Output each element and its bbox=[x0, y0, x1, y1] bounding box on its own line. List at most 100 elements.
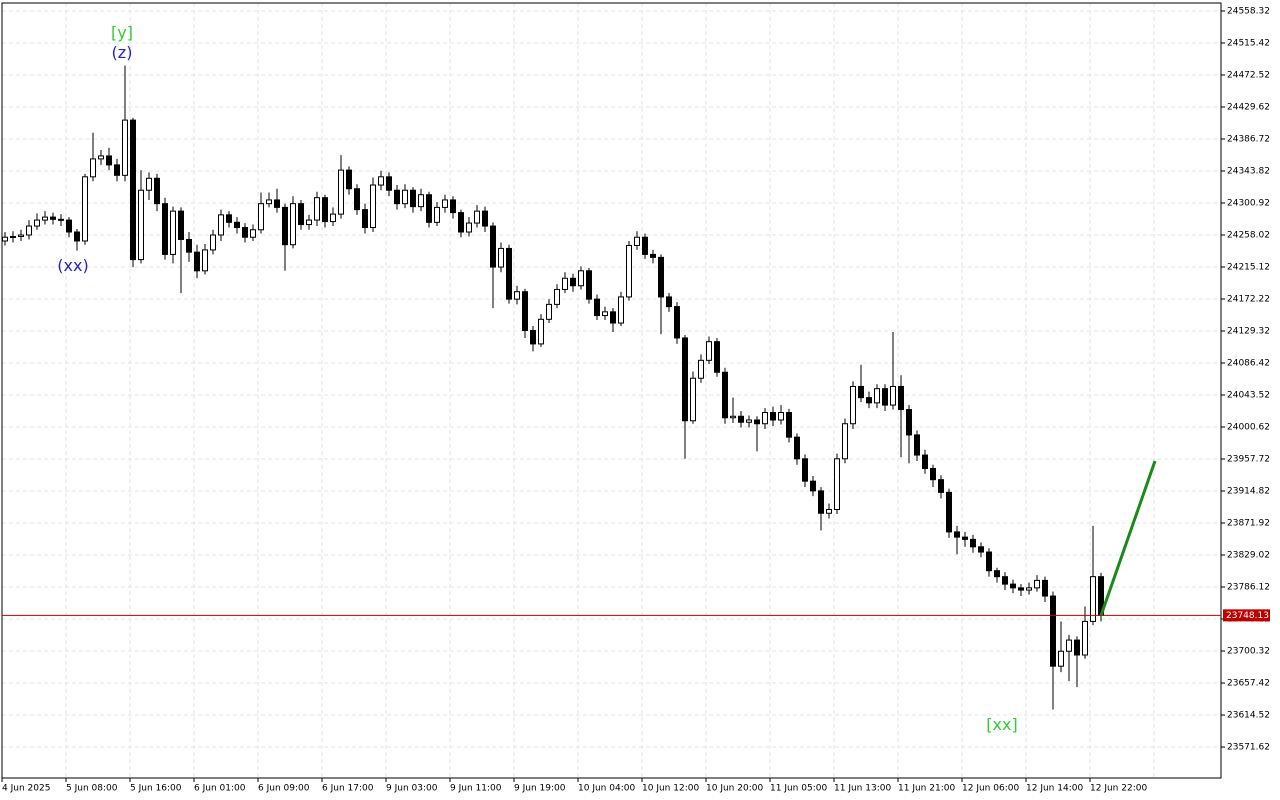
bear-candle bbox=[994, 570, 1000, 578]
bull-candle bbox=[578, 270, 584, 287]
x-tick-label: 9 Jun 11:00 bbox=[450, 784, 502, 794]
bull-candle bbox=[2, 236, 8, 242]
bear-candle bbox=[1042, 579, 1048, 597]
bull-candle bbox=[498, 247, 504, 268]
bull-candle bbox=[266, 199, 272, 205]
bull-candle bbox=[546, 303, 552, 320]
bear-candle bbox=[714, 341, 720, 373]
wave-label: (z) bbox=[112, 43, 133, 62]
bull-candle bbox=[306, 219, 312, 226]
bull-candle bbox=[834, 458, 840, 511]
bear-candle bbox=[946, 491, 952, 533]
bear-candle bbox=[522, 291, 528, 331]
bear-candle bbox=[722, 371, 728, 419]
y-tick-label: 23871.92 bbox=[1227, 519, 1270, 529]
bull-candle bbox=[370, 184, 376, 229]
bear-candle bbox=[1002, 576, 1008, 585]
bear-candle bbox=[506, 247, 512, 300]
bear-candle bbox=[274, 199, 280, 208]
bear-candle bbox=[922, 454, 928, 469]
bear-candle bbox=[394, 189, 400, 205]
bull-candle bbox=[1026, 587, 1032, 591]
bear-candle bbox=[66, 219, 72, 233]
bear-candle bbox=[858, 385, 864, 399]
bull-candle bbox=[314, 197, 320, 221]
bull-candle bbox=[218, 214, 224, 236]
bull-candle bbox=[474, 210, 480, 224]
x-tick-label: 12 Jun 22:00 bbox=[1090, 784, 1147, 794]
bear-candle bbox=[1010, 583, 1016, 589]
bull-candle bbox=[1034, 579, 1040, 589]
bear-candle bbox=[154, 177, 160, 205]
bull-candle bbox=[18, 234, 24, 237]
bear-candle bbox=[410, 189, 416, 208]
projection-line bbox=[1099, 460, 1157, 616]
x-tick-label: 9 Jun 19:00 bbox=[514, 784, 566, 794]
x-tick-label: 9 Jun 03:00 bbox=[386, 784, 438, 794]
bull-candle bbox=[210, 234, 216, 251]
bear-candle bbox=[866, 397, 872, 404]
bear-candle bbox=[674, 306, 680, 339]
bear-candle bbox=[242, 227, 248, 238]
bear-candle bbox=[810, 480, 816, 492]
bull-candle bbox=[618, 296, 624, 324]
bear-candle bbox=[818, 490, 824, 514]
bear-candle bbox=[786, 412, 792, 438]
bear-candle bbox=[178, 210, 184, 240]
bear-candle bbox=[234, 221, 240, 229]
bull-candle bbox=[890, 385, 896, 406]
bear-candle bbox=[1074, 639, 1080, 656]
bull-candle bbox=[626, 244, 632, 298]
x-tick-label: 4 Jun 2025 bbox=[2, 784, 50, 794]
bear-candle bbox=[426, 194, 432, 223]
y-tick-label: 24386.72 bbox=[1227, 134, 1270, 144]
bull-candle bbox=[434, 206, 440, 223]
x-tick-label: 6 Jun 01:00 bbox=[194, 784, 246, 794]
bear-candle bbox=[1050, 595, 1056, 667]
bear-candle bbox=[954, 531, 960, 538]
x-tick-label: 11 Jun 13:00 bbox=[834, 784, 891, 794]
bear-candle bbox=[74, 231, 80, 242]
bull-candle bbox=[442, 199, 448, 208]
bear-candle bbox=[738, 415, 744, 423]
x-tick-label: 5 Jun 16:00 bbox=[130, 784, 182, 794]
bear-candle bbox=[322, 197, 328, 223]
bull-candle bbox=[554, 288, 560, 305]
bear-candle bbox=[490, 225, 496, 268]
bull-candle bbox=[10, 235, 16, 238]
bear-candle bbox=[362, 209, 368, 229]
bear-candle bbox=[186, 238, 192, 253]
bear-candle bbox=[586, 270, 592, 300]
bull-candle bbox=[1066, 639, 1072, 652]
y-tick-label: 23829.02 bbox=[1227, 551, 1270, 561]
bear-candle bbox=[354, 188, 360, 211]
bull-candle bbox=[82, 176, 88, 242]
bull-candle bbox=[842, 423, 848, 460]
bull-candle bbox=[690, 377, 696, 422]
bull-candle bbox=[1090, 576, 1096, 622]
bull-candle bbox=[98, 155, 104, 160]
bear-candle bbox=[386, 176, 392, 191]
bear-candle bbox=[938, 479, 944, 493]
bear-candle bbox=[114, 164, 120, 176]
x-tick-label: 10 Jun 04:00 bbox=[578, 784, 635, 794]
x-tick-label: 6 Jun 09:00 bbox=[258, 784, 310, 794]
bull-candle bbox=[634, 236, 640, 246]
y-tick-label: 24515.42 bbox=[1227, 38, 1270, 48]
bear-candle bbox=[282, 206, 288, 246]
y-tick-label: 23786.12 bbox=[1227, 583, 1270, 593]
bull-candle bbox=[378, 176, 384, 186]
bear-candle bbox=[594, 298, 600, 317]
wave-label: [y] bbox=[111, 23, 133, 42]
wave-label: (xx) bbox=[57, 256, 88, 275]
bull-candle bbox=[202, 249, 208, 272]
y-tick-label: 24429.62 bbox=[1227, 102, 1270, 112]
bear-candle bbox=[914, 434, 920, 456]
bull-candle bbox=[34, 219, 40, 227]
bull-candle bbox=[514, 291, 520, 300]
bull-candle bbox=[258, 203, 264, 231]
bull-candle bbox=[402, 189, 408, 205]
bear-candle bbox=[962, 536, 968, 540]
